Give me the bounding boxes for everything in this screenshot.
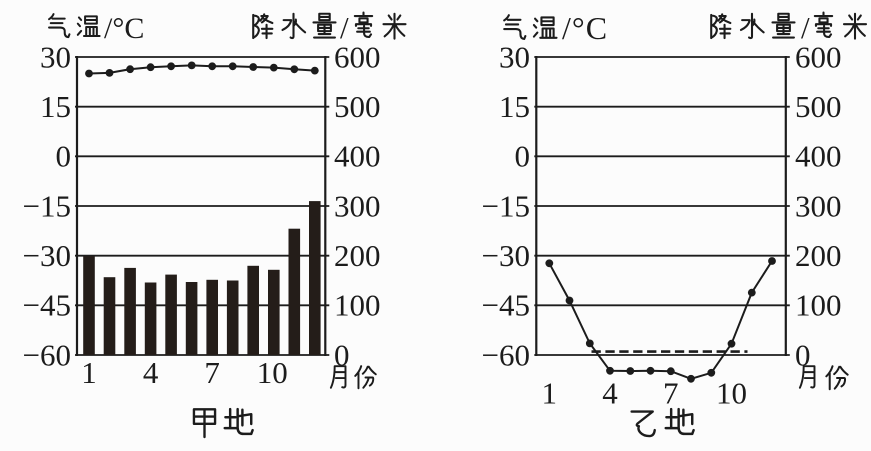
svg-text:500: 500 (795, 89, 842, 124)
svg-text:7: 7 (204, 355, 220, 390)
svg-text:/°C: /°C (562, 10, 608, 46)
svg-text:0: 0 (334, 337, 350, 372)
svg-text:−60: −60 (23, 337, 71, 372)
svg-text:4: 4 (602, 376, 618, 411)
svg-text:−45: −45 (23, 288, 71, 323)
svg-text:10: 10 (257, 355, 288, 390)
svg-text:/°C: /°C (104, 12, 144, 45)
svg-text:300: 300 (334, 188, 381, 223)
svg-text:−30: −30 (482, 238, 530, 273)
svg-text:1: 1 (81, 355, 97, 390)
svg-text:−15: −15 (23, 188, 71, 223)
svg-text:−45: −45 (482, 288, 530, 323)
svg-text:4: 4 (143, 355, 159, 390)
svg-text:1: 1 (542, 376, 558, 411)
svg-text:400: 400 (795, 139, 842, 174)
svg-text:−30: −30 (23, 238, 71, 273)
svg-text:500: 500 (334, 89, 381, 124)
svg-text:300: 300 (795, 188, 842, 223)
svg-text:600: 600 (334, 39, 381, 74)
svg-text:15: 15 (499, 89, 530, 124)
svg-text:600: 600 (795, 39, 842, 74)
svg-text:0: 0 (795, 337, 811, 372)
svg-text:15: 15 (40, 89, 71, 124)
svg-text:10: 10 (716, 376, 747, 411)
svg-text:−15: −15 (482, 188, 530, 223)
svg-text:200: 200 (795, 238, 842, 273)
svg-text:/: / (340, 10, 349, 45)
svg-text:400: 400 (334, 139, 381, 174)
svg-text:30: 30 (499, 39, 530, 74)
svg-text:/: / (801, 10, 810, 45)
svg-text:−60: −60 (482, 337, 530, 372)
svg-text:0: 0 (56, 139, 72, 174)
svg-text:100: 100 (795, 288, 842, 323)
svg-text:100: 100 (334, 288, 381, 323)
svg-text:200: 200 (334, 238, 381, 273)
svg-text:30: 30 (40, 39, 71, 74)
svg-text:7: 7 (663, 376, 679, 411)
svg-text:0: 0 (515, 139, 531, 174)
